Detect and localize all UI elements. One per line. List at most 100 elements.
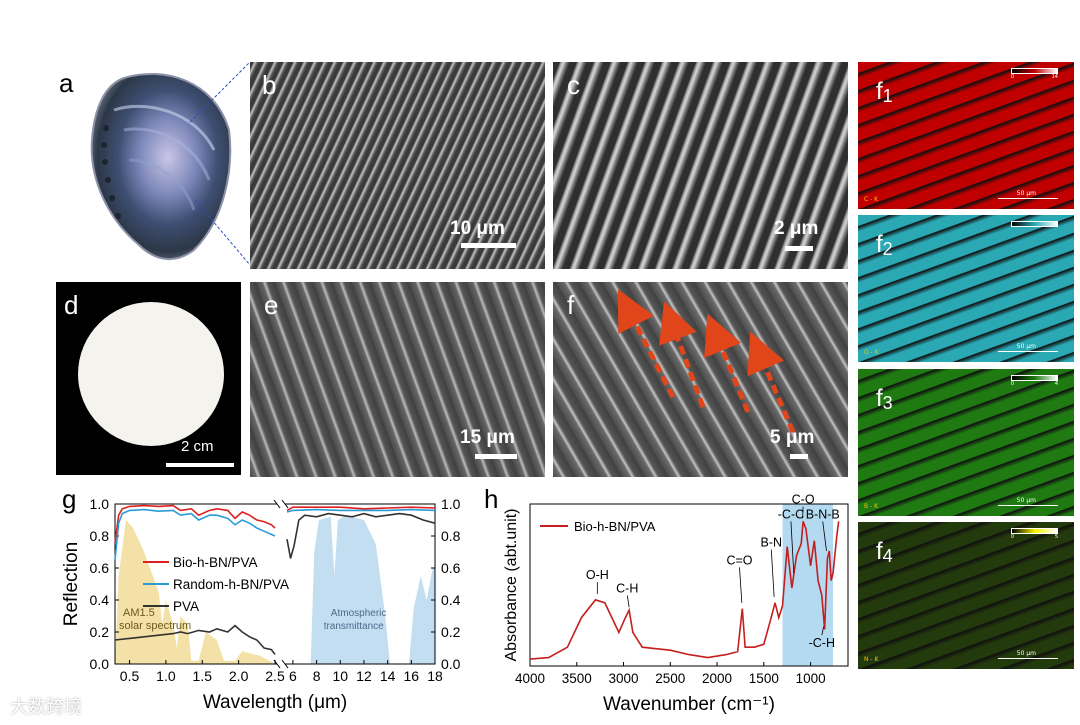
series-line-right	[286, 508, 436, 513]
peak-arrow	[626, 595, 630, 608]
peak-arrow	[822, 521, 827, 552]
sample-disc	[78, 302, 224, 446]
eds-element-label: C - K	[864, 196, 879, 203]
x-tick-label: 0.5	[120, 668, 140, 684]
legend-label: Random-h-BN/PVA	[173, 577, 289, 592]
eds-colorbar-max: 5	[1054, 534, 1058, 540]
chart-g: 0.0 0.0 0.2 0.2 0.4 0.4 0.6 0.6 0.8 0.8 1.0 1.0 0.5 1…	[61, 496, 485, 713]
axis-break-mark	[273, 499, 281, 509]
legend-label: Bio-h-BN/PVA	[574, 519, 656, 534]
scale-label-c: 2 μm	[774, 218, 819, 239]
axis-break-mark	[281, 659, 289, 669]
sem-image-b: b 10 μm	[250, 62, 545, 269]
series-line-left	[114, 508, 276, 561]
x-tick-label: 2.5	[265, 668, 285, 684]
y-tick-label: 1.0	[90, 496, 110, 512]
series-line-right	[286, 506, 436, 512]
eds-map-f4: f4 0 5 N - K 50 μm	[858, 522, 1074, 669]
x-tick-label: 18	[427, 668, 443, 684]
x-tick-label: 2000	[702, 671, 732, 686]
y-tick-label: 0.2	[90, 624, 110, 640]
peak-label: C=O	[726, 553, 752, 567]
eds-letter: f	[876, 78, 883, 105]
peak-label: C-O	[792, 493, 815, 507]
atm-label-2: transmittance	[324, 621, 384, 632]
eds-colorbar	[1011, 221, 1058, 227]
eds-map-f2: f2 O - K 50 μm	[858, 215, 1074, 362]
x-tick-label: 10	[332, 668, 348, 684]
x-tick-label: 12	[356, 668, 372, 684]
x-tick-label: 3500	[562, 671, 592, 686]
atm-label-1: Atmospheric	[331, 608, 387, 619]
eds-element-label: O - K	[864, 349, 879, 356]
eds-map-f3: f3 0 4 B - K 50 μm	[858, 369, 1074, 516]
panel-label-g: g	[62, 484, 77, 514]
x-tick-label: 8	[313, 668, 321, 684]
zoom-guide-lines	[189, 61, 251, 266]
eds-label: f1	[876, 78, 893, 107]
x-tick-label: 1000	[796, 671, 826, 686]
x-tick-label: 2.0	[229, 668, 249, 684]
eds-subscript: 4	[882, 546, 893, 566]
eds-letter: f	[876, 538, 883, 565]
scale-label-e: 15 μm	[460, 427, 515, 448]
y2-tick-label: 0.0	[441, 656, 461, 672]
sem-image-f: f 5 μm	[553, 282, 848, 477]
y2-tick-label: 1.0	[441, 496, 461, 512]
panel-label-e: e	[264, 290, 279, 320]
sem-image-c: c 2 μm	[553, 62, 848, 269]
scalebar-f	[790, 454, 808, 459]
scale-label-b: 10 μm	[450, 218, 505, 239]
plot-frame-h	[529, 503, 849, 667]
ftir-series-line	[529, 521, 840, 660]
y-tick-label: 0.4	[90, 592, 110, 608]
eds-map-f1: f1 0 14 C - K 50 μm	[858, 62, 1074, 209]
eds-colorbar	[1011, 528, 1058, 534]
scalebar-d	[166, 463, 234, 467]
x-tick-label: 1.5	[193, 668, 213, 684]
y2-axis-label: Emission	[480, 545, 485, 622]
scale-label-d: 2 cm	[181, 438, 214, 455]
eds-subscript: 3	[882, 393, 893, 413]
scale-label-f: 5 μm	[770, 427, 815, 448]
peak-arrow	[739, 567, 743, 603]
eds-letter: f	[876, 385, 883, 412]
peak-label: C-H	[616, 581, 638, 595]
eds-element-label: B - K	[864, 503, 879, 510]
y-axis-label: Reflection	[61, 542, 82, 627]
peak-label: B-N	[761, 536, 783, 550]
eds-scale-label: 50 μm	[1016, 650, 1036, 657]
scalebar-b	[461, 243, 516, 248]
peak-label: -C-H	[809, 636, 835, 650]
eds-colorbar-min: 0	[1010, 74, 1014, 80]
panel-label-b: b	[262, 70, 277, 100]
solar-spectrum-area	[115, 520, 275, 664]
solar-label-2: solar spectrum	[119, 620, 191, 632]
legend-label: Bio-h-BN/PVA	[173, 555, 258, 570]
eds-letter: f	[876, 231, 883, 258]
abalone-shell-photo	[84, 70, 234, 262]
x-tick-label: 1.0	[156, 668, 176, 684]
eds-subscript: 1	[882, 86, 893, 106]
x-tick-label: 4000	[515, 671, 545, 686]
peak-arrow	[790, 521, 795, 574]
chart-h: 4000 3500 3000 2500 2000 1500 1000 Bio-h-BN/PVA…	[503, 493, 849, 715]
y-tick-label: 0.8	[90, 528, 110, 544]
eds-scale-label: 50 μm	[1016, 190, 1036, 197]
eds-scalebar	[998, 351, 1058, 352]
eds-label: f4	[876, 538, 893, 567]
eds-colorbar	[1011, 68, 1058, 74]
series-line-right	[286, 512, 436, 559]
x-tick-label: 3000	[609, 671, 639, 686]
eds-scalebar	[998, 505, 1058, 506]
orientation-arrows	[617, 289, 796, 433]
y-tick-label: 0.0	[90, 656, 110, 672]
panel-label-d: d	[64, 290, 79, 320]
x-axis-label: Wavenumber (cm⁻¹)	[603, 694, 775, 715]
eds-colorbar-min: 0	[1010, 534, 1014, 540]
y2-tick-label: 0.4	[441, 592, 461, 608]
panel-label-f: f	[567, 290, 575, 320]
scalebar-e	[475, 454, 517, 459]
watermark: 大数跨境	[10, 697, 82, 718]
peak-arrow	[770, 549, 775, 597]
